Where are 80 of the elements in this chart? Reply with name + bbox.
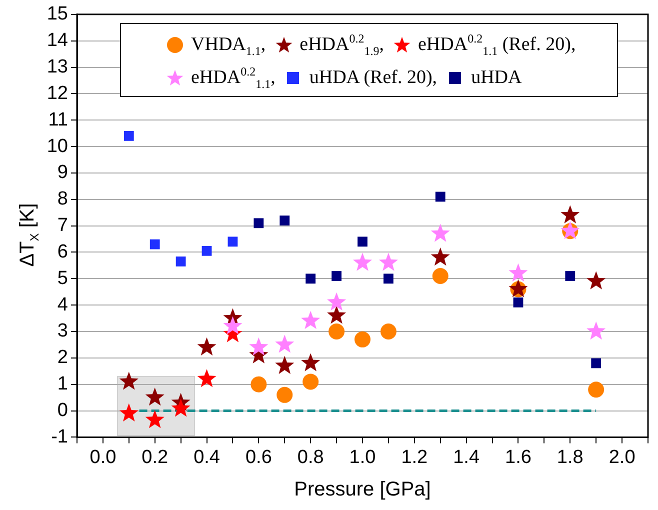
y-tick-label: 6	[57, 241, 68, 262]
point	[119, 403, 138, 422]
y-tick-label: 10	[46, 136, 68, 157]
point	[275, 334, 294, 353]
point	[171, 398, 190, 417]
legend-label: eHDA$^{0.2}$$_{1.1}$ (Ref. 20),	[418, 31, 576, 58]
point	[250, 376, 267, 392]
point	[435, 192, 446, 202]
x-tick-label: 0.2	[142, 446, 168, 468]
x-tick-label: 1.8	[556, 446, 584, 468]
y-tick-label: 1	[57, 374, 68, 395]
point	[508, 263, 528, 282]
x-tick-label: 0.6	[245, 446, 272, 468]
point	[332, 271, 342, 281]
legend-label: uHDA (Ref. 20),	[309, 66, 438, 88]
legend-label: VHDA$_{1.1}$,	[191, 34, 266, 58]
point	[202, 246, 212, 256]
point	[228, 236, 238, 247]
y-tick-label: 0	[57, 400, 68, 422]
x-tick-label: 0.0	[90, 446, 116, 468]
point	[358, 236, 368, 247]
point	[588, 382, 604, 398]
point	[591, 358, 602, 368]
y-tick-label: 2	[57, 347, 68, 368]
point	[327, 292, 346, 311]
point	[352, 252, 372, 271]
point	[328, 324, 345, 340]
point	[254, 218, 264, 228]
point	[586, 322, 606, 340]
y-tick-label: 14	[46, 30, 68, 52]
y-tick-label: 9	[57, 162, 68, 184]
y-tick-label: 13	[46, 56, 68, 78]
x-tick-label: 1.6	[505, 446, 532, 468]
y-tick-label: 15	[46, 4, 68, 25]
y-tick-label: 11	[48, 109, 68, 130]
y-tick-label: 12	[46, 82, 68, 104]
y-tick-label: 7	[57, 215, 68, 236]
point	[124, 131, 134, 141]
legend-label: eHDA$^{0.2}$$_{1.9}$,	[300, 31, 384, 58]
x-tick-label: 0.8	[297, 446, 324, 468]
point	[276, 386, 293, 403]
point	[249, 337, 268, 356]
point	[354, 331, 370, 348]
point	[565, 271, 576, 281]
point	[150, 239, 160, 250]
point	[301, 353, 320, 372]
x-axis-title: Pressure [GPa]	[294, 478, 431, 501]
point	[119, 372, 138, 390]
x-tick-label: 1.4	[453, 446, 480, 468]
point	[430, 224, 450, 242]
y-tick-label: 5	[57, 268, 68, 289]
x-tick-label: 0.4	[194, 446, 220, 468]
x-tick-label: 2.0	[608, 446, 636, 468]
point	[301, 310, 320, 330]
point	[145, 410, 164, 428]
point	[432, 268, 448, 284]
y-tick-label: -1	[51, 426, 68, 448]
point	[306, 274, 316, 284]
point	[430, 248, 450, 266]
point	[302, 374, 319, 390]
point	[197, 369, 216, 388]
point	[327, 306, 346, 324]
point	[384, 274, 394, 284]
point	[280, 216, 290, 226]
point	[380, 324, 396, 340]
point	[378, 252, 398, 271]
y-tick-label: 4	[57, 294, 68, 316]
legend-label: uHDA	[471, 66, 522, 88]
point	[176, 256, 186, 266]
point	[197, 337, 216, 356]
point	[513, 297, 524, 308]
legend-label: eHDA$^{0.2}$$_{1.1}$,	[191, 64, 276, 90]
point	[560, 205, 580, 224]
x-tick-label: 1.0	[349, 446, 376, 468]
point	[586, 271, 606, 290]
x-tick-label: 1.2	[401, 446, 428, 468]
point	[275, 356, 294, 374]
y-tick-label: 8	[57, 188, 68, 210]
point	[223, 316, 242, 334]
y-tick-label: 3	[57, 320, 68, 342]
